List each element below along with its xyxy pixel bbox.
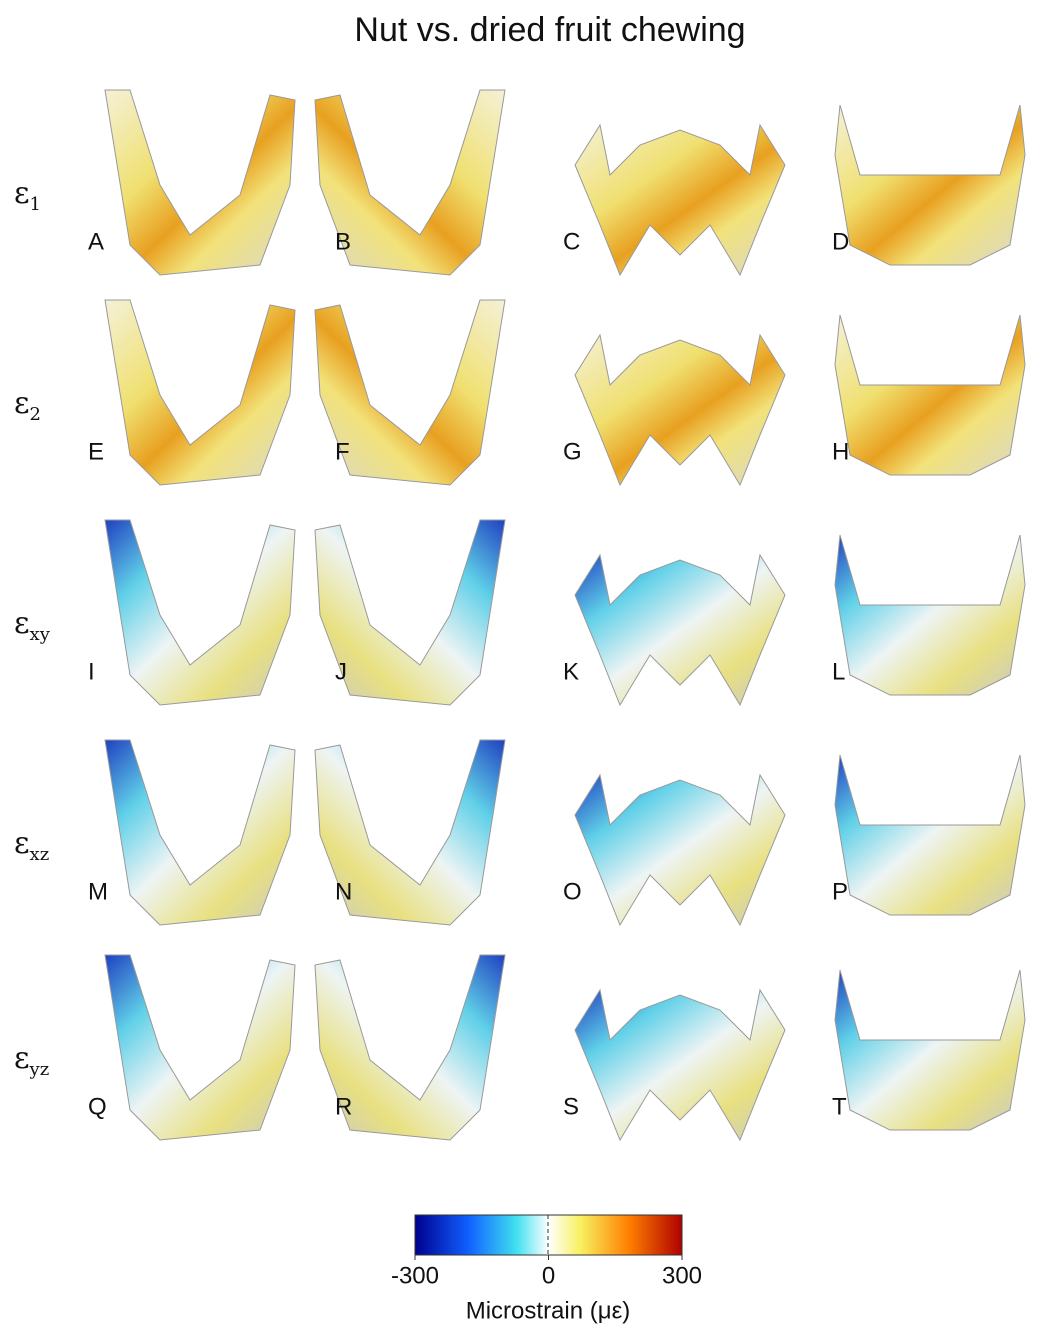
panel-letter: A xyxy=(88,228,104,255)
colorbar-tick-label: -300 xyxy=(391,1262,439,1289)
panel-letter: P xyxy=(832,878,848,905)
row-subscript: 2 xyxy=(30,404,41,425)
row-subscript: xy xyxy=(30,624,51,645)
mandible-render xyxy=(575,990,785,1140)
row-label: εyz xyxy=(14,1041,49,1080)
mandible-render xyxy=(575,555,785,705)
figure-title: Nut vs. dried fruit chewing xyxy=(354,11,745,49)
mandible-render xyxy=(105,90,295,275)
row-subscript: 1 xyxy=(30,194,41,215)
mandible-render xyxy=(575,125,785,275)
colorbar-tick-label: 300 xyxy=(662,1262,702,1289)
row-label: ε1 xyxy=(14,176,41,215)
panel-letter: K xyxy=(563,658,579,685)
mandible-render xyxy=(835,105,1025,265)
colorbar xyxy=(415,1215,682,1255)
panel-letter: F xyxy=(335,438,350,465)
panel-letter: C xyxy=(563,228,580,255)
panel-letter: I xyxy=(88,658,95,685)
mandible-render xyxy=(105,520,295,705)
mandible-render xyxy=(835,755,1025,915)
panel-letter: M xyxy=(88,878,108,905)
mandible-render xyxy=(835,970,1025,1130)
panel-letter: D xyxy=(832,228,849,255)
panel-letter: E xyxy=(88,438,104,465)
panel-letter: G xyxy=(563,438,582,465)
panel-letter: Q xyxy=(88,1093,107,1120)
mandible-render xyxy=(835,535,1025,695)
row-subscript: xz xyxy=(30,844,50,865)
mandible-render xyxy=(105,955,295,1140)
panel-letter: L xyxy=(832,658,845,685)
row-symbol: ε xyxy=(14,826,30,861)
row-symbol: ε xyxy=(14,1041,30,1076)
mandible-render xyxy=(105,300,295,485)
figure: Nut vs. dried fruit chewing ε1ABCDε2EFGH… xyxy=(0,0,1057,1332)
colorbar-label: Microstrain (με) xyxy=(466,1297,631,1324)
row-symbol: ε xyxy=(14,386,30,421)
panel-letter: T xyxy=(832,1093,847,1120)
panel-letter: H xyxy=(832,438,849,465)
row-label: εxz xyxy=(14,826,49,865)
panel-letter: R xyxy=(335,1093,352,1120)
mandible-render xyxy=(835,315,1025,475)
panel-letter: B xyxy=(335,228,351,255)
row-symbol: ε xyxy=(14,606,30,641)
row-symbol: ε xyxy=(14,176,30,211)
colorbar-tick-label: 0 xyxy=(542,1262,555,1289)
panel-letter: O xyxy=(563,878,582,905)
row-subscript: yz xyxy=(29,1059,50,1080)
row-label: εxy xyxy=(14,606,51,645)
mandible-render xyxy=(575,775,785,925)
panel-letter: J xyxy=(335,658,347,685)
panel-letter: N xyxy=(335,878,352,905)
row-label: ε2 xyxy=(14,386,41,425)
mandible-render xyxy=(575,335,785,485)
mandible-render xyxy=(105,740,295,925)
panel-letter: S xyxy=(563,1093,579,1120)
